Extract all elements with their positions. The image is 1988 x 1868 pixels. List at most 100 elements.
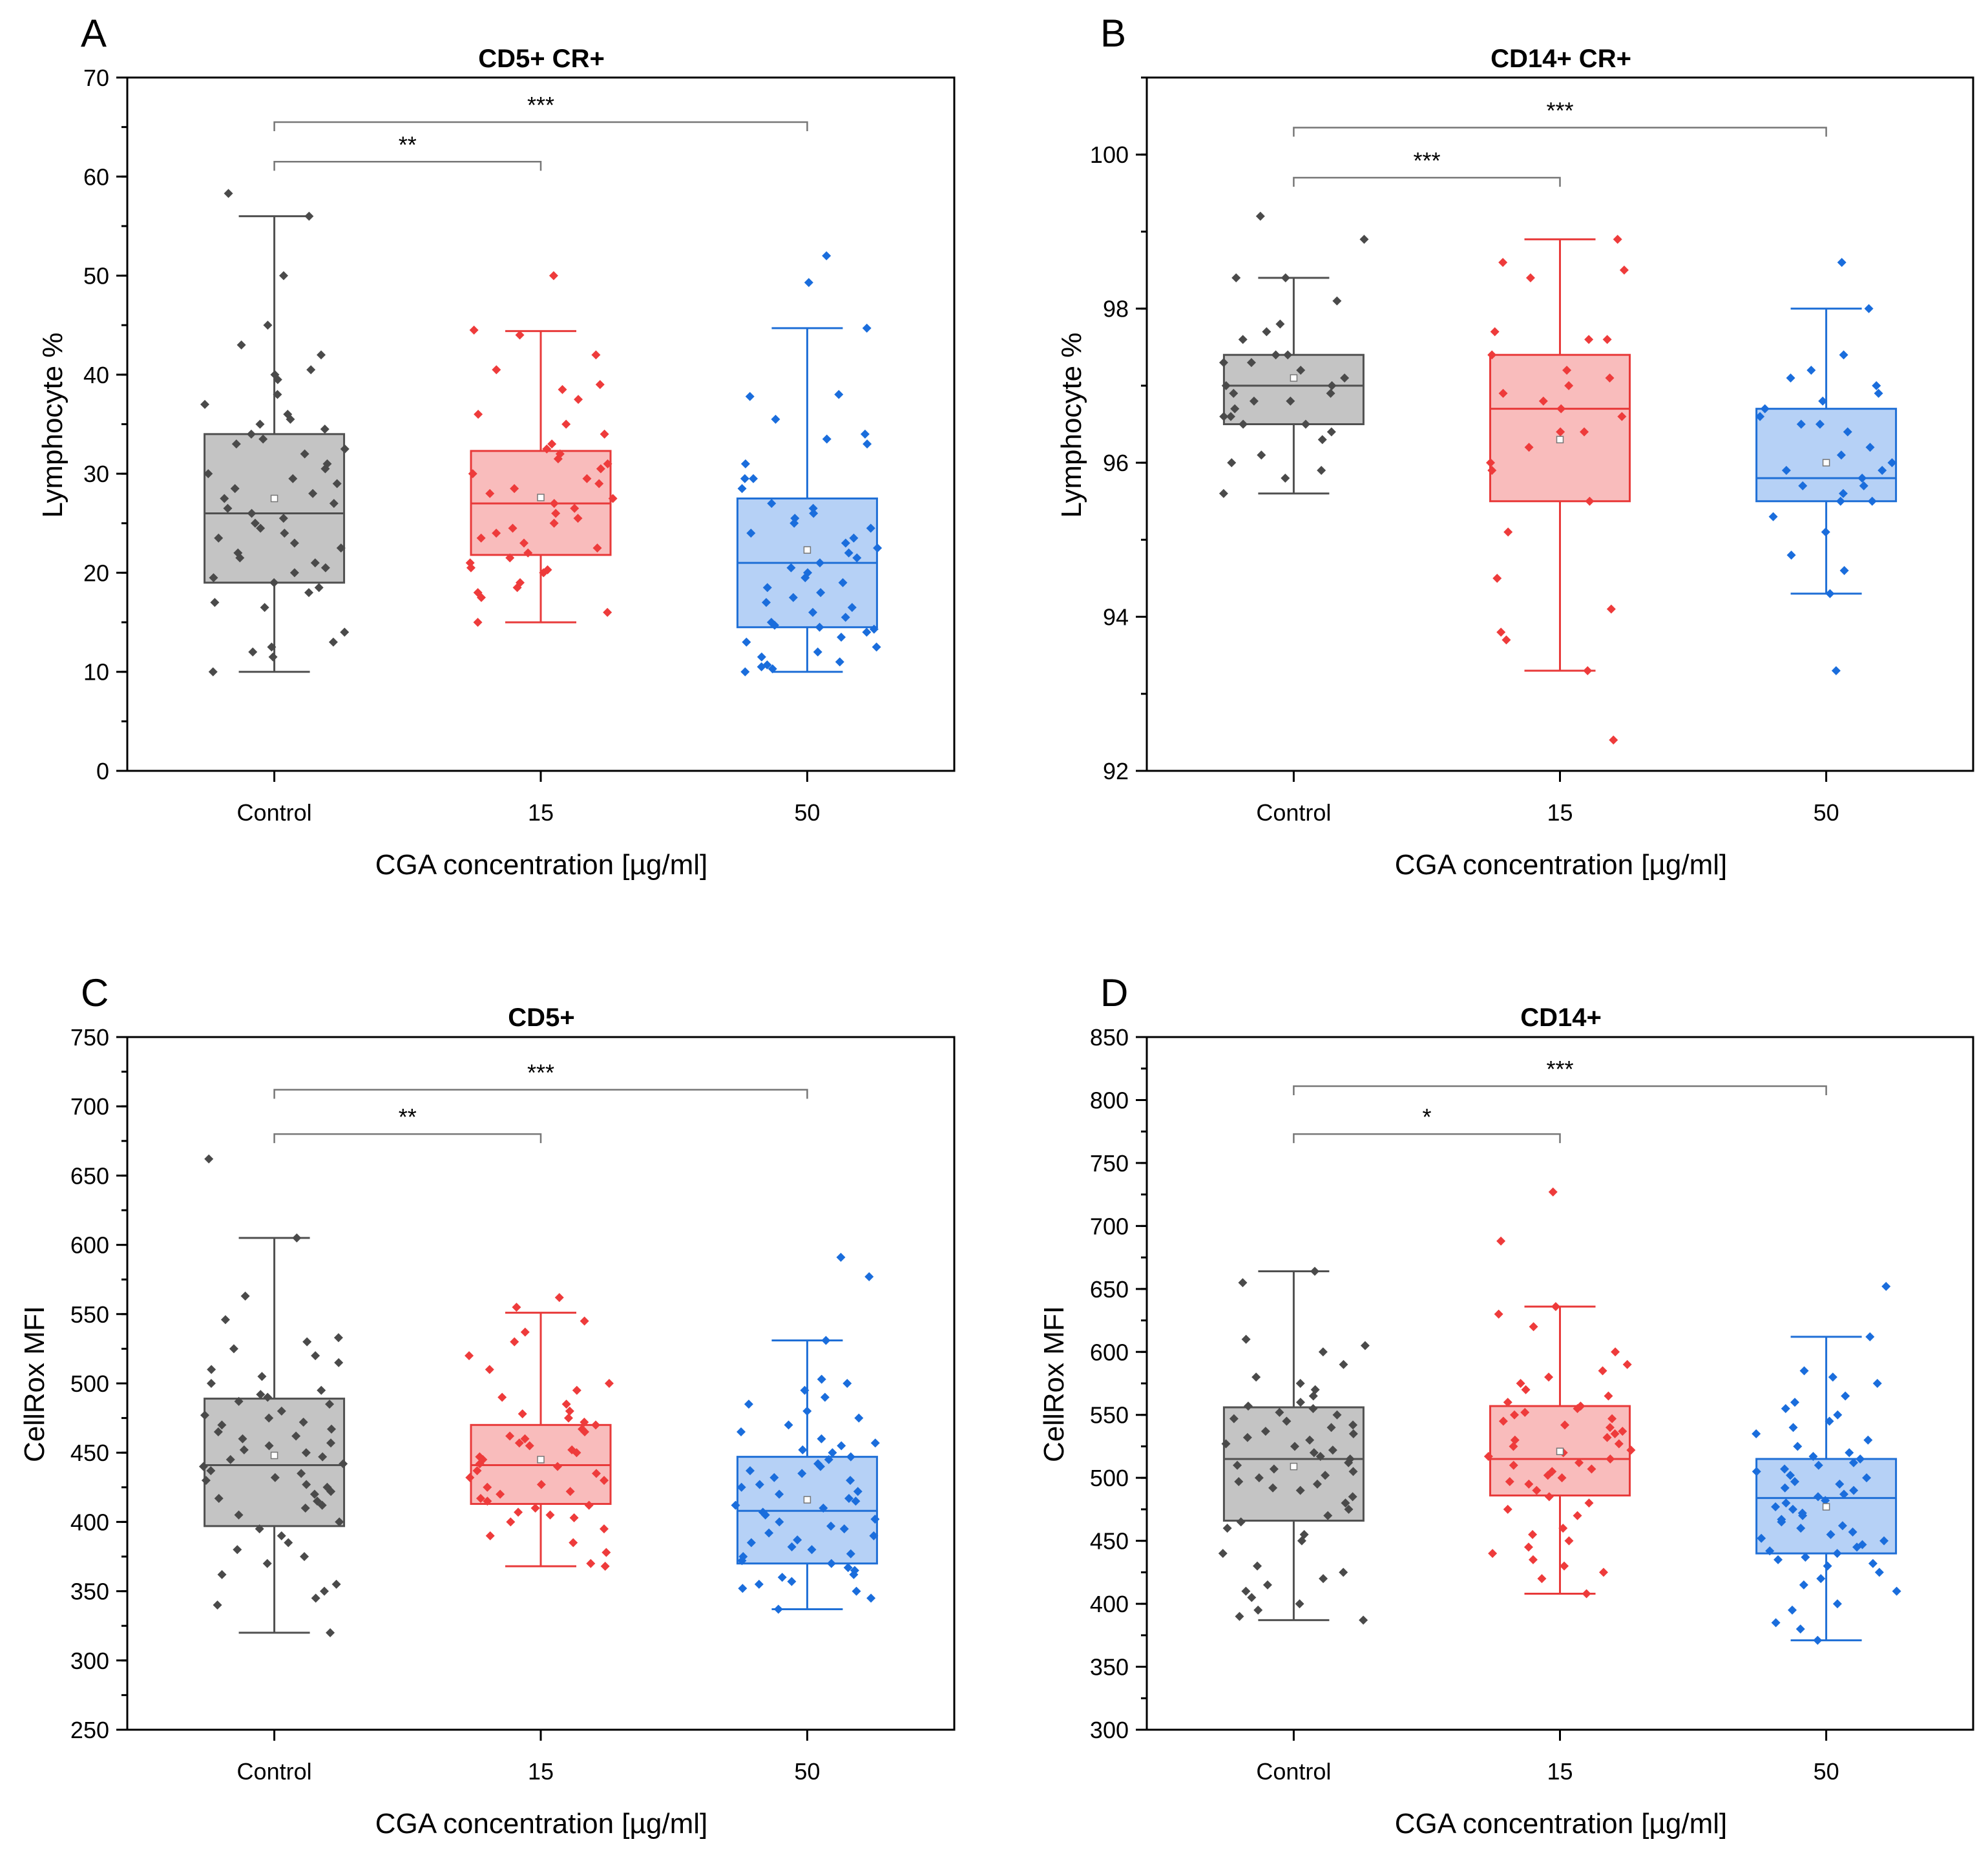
data-point (846, 1549, 855, 1558)
data-point (334, 1358, 344, 1367)
data-point (808, 503, 818, 513)
data-point (798, 1445, 808, 1454)
data-point (852, 1586, 861, 1596)
data-point (1218, 1549, 1228, 1558)
data-point (284, 1538, 293, 1548)
data-point (1286, 396, 1295, 406)
data-point (262, 1558, 272, 1568)
data-point (570, 503, 580, 513)
data-point (1219, 358, 1228, 368)
data-point (225, 1454, 235, 1464)
data-point (1317, 466, 1326, 476)
data-point (1247, 1593, 1257, 1602)
data-point (1509, 1460, 1518, 1470)
data-point (755, 1480, 764, 1489)
data-point (744, 1400, 753, 1409)
data-point (786, 563, 796, 572)
data-point (1790, 1398, 1800, 1407)
data-point (1839, 350, 1848, 360)
box-group (1752, 1281, 1901, 1645)
data-point (1848, 1458, 1858, 1467)
mean-marker (1556, 1447, 1564, 1456)
panel-letter: A (81, 12, 107, 55)
data-point (1580, 427, 1589, 437)
data-point (277, 1531, 286, 1540)
data-point (1344, 1458, 1354, 1467)
data-point (483, 1496, 492, 1506)
data-point (1598, 1366, 1607, 1376)
data-point (270, 1473, 280, 1482)
y-tick-label: 750 (70, 1024, 109, 1051)
data-point (1849, 1485, 1859, 1495)
data-point (1348, 1492, 1357, 1502)
data-point (523, 548, 533, 558)
data-point (1319, 1574, 1328, 1584)
data-point (1360, 1341, 1370, 1350)
data-point (822, 251, 832, 260)
y-tick-label: 650 (1090, 1276, 1129, 1303)
data-point (198, 1462, 208, 1471)
data-point (835, 657, 844, 667)
box-iqr (1755, 408, 1898, 503)
data-point (512, 583, 522, 593)
data-point (510, 1337, 519, 1347)
data-point (223, 503, 233, 513)
data-point (1254, 1473, 1264, 1483)
data-point (757, 652, 766, 662)
data-point (1609, 735, 1618, 745)
box-group (1485, 235, 1631, 745)
data-point (220, 1315, 230, 1325)
data-point (1833, 1410, 1843, 1420)
data-point (740, 459, 750, 468)
data-point (604, 1379, 614, 1388)
y-tick-label: 70 (83, 65, 109, 91)
data-point (300, 449, 309, 459)
data-point (260, 603, 269, 613)
data-point (565, 1406, 574, 1416)
mean-marker (1556, 436, 1564, 444)
data-point (745, 1466, 755, 1476)
data-point (288, 474, 298, 483)
data-point (1485, 458, 1495, 468)
data-point (229, 1344, 238, 1354)
x-tick-label: 15 (528, 1758, 554, 1785)
data-point (1503, 527, 1513, 537)
data-point (1525, 273, 1535, 282)
data-point (263, 1392, 273, 1402)
data-point (1509, 1442, 1518, 1451)
data-point (563, 1413, 573, 1423)
bracket-line (1293, 127, 1827, 137)
y-tick-label: 600 (1090, 1339, 1129, 1365)
box-group (1218, 1266, 1370, 1625)
y-tick-label: 700 (1090, 1213, 1129, 1239)
data-point (1843, 427, 1852, 437)
data-point (465, 1473, 475, 1482)
data-point (1562, 366, 1572, 375)
y-tick-label: 98 (1103, 296, 1129, 322)
significance-bracket: ** (273, 1104, 542, 1144)
x-axis-title: CGA concentration [µg/ml] (375, 1808, 707, 1840)
data-point (1312, 1479, 1322, 1489)
data-point (1828, 1372, 1837, 1382)
data-point (1239, 419, 1248, 429)
data-point (787, 1577, 797, 1586)
data-point (235, 553, 245, 563)
data-point (804, 278, 813, 288)
data-point (777, 1573, 787, 1582)
y-tick-label: 650 (70, 1162, 109, 1189)
data-point (300, 1503, 310, 1513)
data-point (1219, 412, 1229, 421)
data-point (214, 533, 224, 543)
data-point (515, 330, 525, 340)
data-point (787, 1542, 797, 1551)
data-point (1881, 1281, 1891, 1291)
data-point (1774, 1555, 1783, 1564)
data-point (1498, 258, 1508, 268)
data-point (475, 1459, 485, 1469)
data-point (1501, 635, 1511, 645)
data-point (800, 1385, 810, 1395)
box-group (465, 1293, 614, 1571)
data-point (1295, 1379, 1305, 1388)
y-tick-label: 400 (1090, 1591, 1129, 1617)
data-point (1573, 1511, 1582, 1520)
